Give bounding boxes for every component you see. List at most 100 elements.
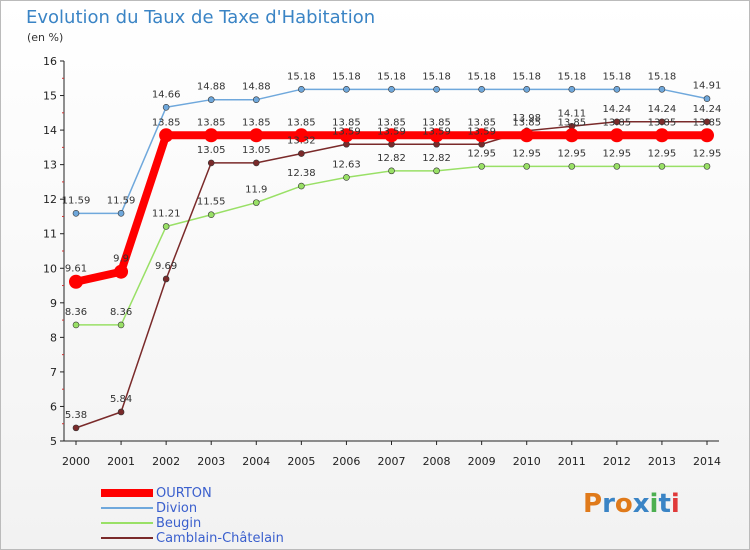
y-tick-label: 6: [50, 400, 57, 413]
data-label: 14.24: [603, 104, 632, 115]
data-label: 13.85: [152, 117, 181, 128]
series-line: [76, 165, 707, 326]
data-label: 13.85: [287, 117, 316, 128]
data-point: [343, 174, 350, 181]
y-tick-label: 13: [43, 159, 57, 172]
y-tick-label: 16: [43, 55, 57, 68]
data-point: [568, 163, 576, 170]
data-point: [474, 128, 489, 143]
legend-swatch-ourton: [101, 489, 153, 497]
x-tick-label: 2006: [332, 455, 360, 468]
data-point: [568, 86, 576, 93]
data-label: 14.91: [693, 81, 722, 92]
data-point: [703, 118, 711, 126]
data-label: 13.85: [467, 117, 496, 128]
data-point: [433, 86, 440, 93]
data-label: 9.69: [155, 261, 177, 272]
data-label: 13.85: [603, 117, 632, 128]
data-point: [252, 96, 260, 103]
data-point: [700, 128, 714, 143]
data-point: [388, 86, 395, 93]
data-point: [207, 96, 215, 103]
data-label: 5.84: [110, 394, 132, 405]
data-point: [564, 128, 579, 143]
data-label: 9.9: [113, 254, 129, 265]
data-label: 15.18: [287, 71, 316, 82]
data-label: 13.05: [197, 145, 226, 156]
data-label: 14.66: [152, 89, 181, 100]
data-label: 15.18: [512, 71, 541, 82]
data-label: 14.24: [693, 104, 722, 115]
data-label: 15.18: [422, 71, 451, 82]
data-label: 15.18: [332, 71, 361, 82]
logo-letter: r: [602, 489, 615, 519]
x-tick-label: 2005: [287, 455, 315, 468]
data-label: 13.98: [512, 113, 541, 124]
data-point: [159, 128, 174, 143]
data-point: [117, 210, 125, 217]
data-label: 11.55: [197, 197, 226, 208]
data-point: [117, 408, 125, 416]
data-point: [252, 199, 260, 206]
data-point: [658, 163, 666, 170]
data-label: 13.85: [242, 117, 271, 128]
legend-label-ourton: OURTON: [156, 486, 212, 501]
logo-letter: x: [632, 489, 650, 519]
data-label: 15.18: [648, 71, 677, 82]
data-label: 12.95: [557, 148, 586, 159]
x-tick-label: 2008: [423, 455, 451, 468]
y-tick-label: 15: [43, 90, 57, 103]
data-label: 12.82: [422, 153, 451, 164]
y-tick-label: 5: [50, 435, 57, 448]
data-label: 12.95: [648, 148, 677, 159]
data-point: [114, 264, 129, 279]
data-point: [388, 167, 395, 175]
data-point: [609, 128, 624, 143]
data-point: [204, 128, 219, 143]
proxiti-logo: Proxiti: [583, 489, 680, 519]
data-point: [703, 163, 711, 170]
data-label: 14.88: [242, 82, 271, 93]
logo-letter: o: [614, 489, 633, 519]
data-point: [519, 128, 534, 143]
legend-swatch-beugin: [101, 522, 153, 524]
y-tick-label: 7: [50, 366, 57, 379]
legend-swatch-camblain: [101, 537, 153, 539]
data-label: 5.38: [65, 410, 87, 421]
data-point: [252, 159, 260, 167]
data-label: 12.95: [603, 148, 632, 159]
x-tick-label: 2009: [468, 455, 496, 468]
data-label: 15.18: [377, 71, 406, 82]
data-point: [69, 274, 83, 289]
logo-letter: P: [583, 489, 603, 519]
data-label: 12.82: [377, 153, 406, 164]
data-point: [654, 128, 669, 143]
data-point: [72, 210, 80, 217]
data-point: [249, 128, 264, 143]
data-point: [294, 128, 309, 143]
x-tick-label: 2011: [558, 455, 586, 468]
legend-label-camblain: Camblain-Châtelain: [156, 531, 284, 546]
x-tick-label: 2004: [242, 455, 270, 468]
data-label: 12.95: [512, 148, 541, 159]
data-label: 15.18: [603, 71, 632, 82]
data-label: 14.11: [557, 108, 586, 119]
data-point: [207, 159, 215, 167]
data-point: [339, 128, 354, 143]
data-point: [523, 86, 531, 93]
data-point: [523, 163, 531, 170]
data-label: 14.24: [648, 104, 677, 115]
data-label: 11.59: [62, 195, 91, 206]
x-tick-label: 2000: [62, 455, 90, 468]
data-point: [298, 182, 305, 190]
data-label: 12.38: [287, 168, 316, 179]
data-label: 13.05: [242, 145, 271, 156]
data-label: 8.36: [65, 307, 87, 318]
y-tick-label: 11: [43, 228, 57, 241]
x-tick-label: 2007: [378, 455, 406, 468]
data-point: [613, 163, 621, 170]
data-point: [162, 103, 170, 111]
data-label: 11.21: [152, 208, 181, 219]
data-label: 12.63: [332, 159, 361, 170]
